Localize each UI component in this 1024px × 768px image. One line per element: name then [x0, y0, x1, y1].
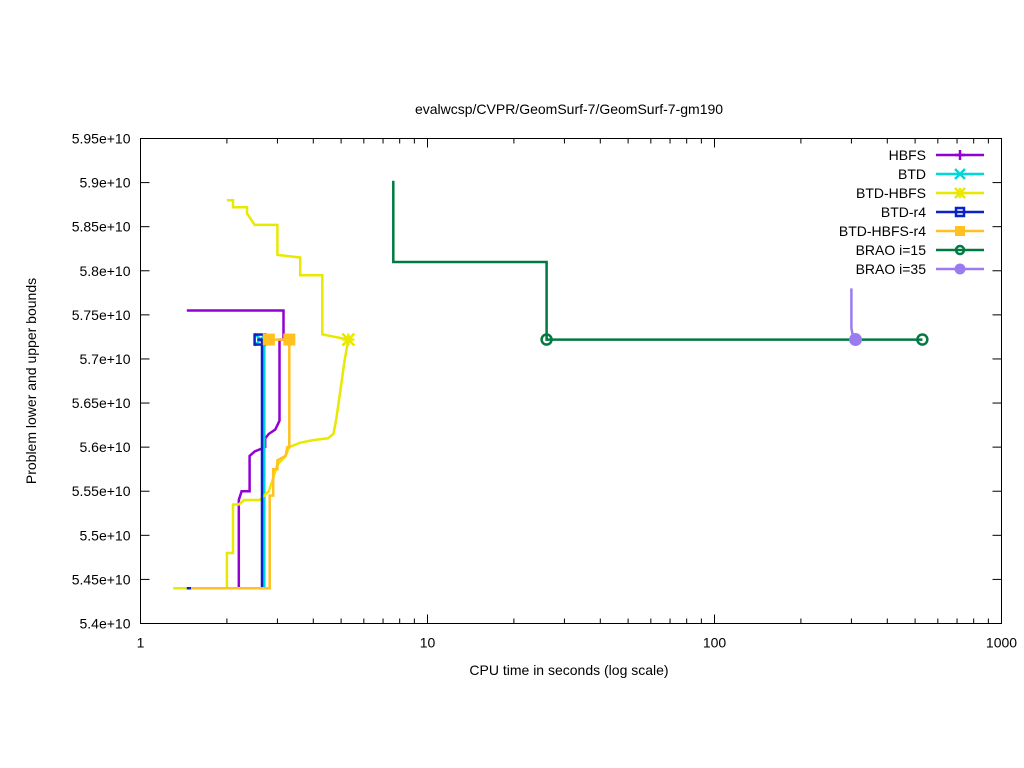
y-axis: 5.4e+10 5.45e+10 5.5e+10 5.55e+10 5.6e+10 5.6… — [72, 131, 1002, 632]
x-axis: 1 10 100 1000 — [137, 138, 1017, 651]
plot-frame — [140, 138, 1002, 624]
series-btd-r4 — [186, 333, 266, 590]
x-tick-label: 10 — [420, 635, 436, 651]
series-line — [850, 288, 856, 341]
y-tick-label: 5.55e+10 — [72, 483, 131, 499]
series-line — [173, 198, 350, 590]
series-brao-i-35 — [849, 288, 863, 347]
legend-label: BRAO i=15 — [856, 242, 927, 258]
legend-label: HBFS — [889, 147, 926, 163]
series-btd-hbfs — [173, 198, 356, 590]
marker-shape — [955, 226, 965, 236]
series-marker — [283, 333, 296, 346]
y-tick-label: 5.9e+10 — [80, 175, 131, 191]
marker-shape — [954, 244, 966, 256]
x-axis-label: CPU time in seconds (log scale) — [469, 662, 668, 678]
y-tick-label: 5.6e+10 — [80, 439, 131, 455]
series-marker — [341, 332, 356, 347]
y-tick-label: 5.7e+10 — [80, 351, 131, 367]
marker-shape — [954, 263, 966, 275]
marker-shape — [283, 333, 296, 346]
marker-shape — [954, 206, 966, 218]
y-tick-label: 5.5e+10 — [80, 527, 131, 543]
y-tick-label: 5.95e+10 — [72, 131, 131, 147]
legend: HBFS BTD BTD-HBFS BTD-r4 BTD-HBFS-r4 BRAO i=1… — [839, 147, 984, 277]
series-marker — [262, 333, 275, 346]
series-line — [186, 338, 266, 590]
y-tick-label: 5.8e+10 — [80, 263, 131, 279]
y-tick-label: 5.4e+10 — [80, 616, 131, 632]
series-marker — [954, 206, 966, 218]
legend-label: BRAO i=35 — [856, 261, 927, 277]
series-marker — [916, 333, 929, 346]
y-tick-label: 5.65e+10 — [72, 395, 131, 411]
marker-shape — [262, 333, 275, 346]
series-marker — [955, 226, 965, 236]
legend-label: BTD — [898, 166, 926, 182]
series-marker — [954, 263, 966, 275]
marker-shape — [849, 333, 863, 347]
x-tick-label: 1000 — [986, 635, 1017, 651]
series-marker — [954, 244, 966, 256]
y-tick-label: 5.75e+10 — [72, 307, 131, 323]
series-btd — [186, 332, 268, 590]
series-marker — [849, 333, 863, 347]
chart-title: evalwcsp/CVPR/GeomSurf-7/GeomSurf-7-gm19… — [415, 101, 723, 117]
marker-shape — [540, 333, 553, 346]
legend-label: BTD-HBFS-r4 — [839, 223, 926, 239]
series-marker — [540, 333, 553, 346]
x-tick-label: 1 — [137, 635, 145, 651]
series-line — [392, 180, 923, 341]
legend-label: BTD-HBFS — [856, 185, 926, 201]
y-tick-label: 5.45e+10 — [72, 571, 131, 587]
marker-shape — [916, 333, 929, 346]
series-line — [191, 338, 291, 590]
marker-stroke — [954, 168, 966, 180]
y-tick-label: 5.85e+10 — [72, 219, 131, 235]
series-brao-i-15 — [392, 180, 929, 346]
y-axis-label: Problem lower and upper bounds — [23, 278, 39, 484]
x-tick-label: 100 — [703, 635, 727, 651]
series-marker — [954, 168, 966, 180]
legend-label: BTD-r4 — [881, 204, 926, 220]
plot-series — [173, 180, 929, 590]
series-btd-hbfs-r4 — [191, 333, 296, 590]
series-marker — [954, 187, 966, 199]
series-marker — [955, 150, 965, 160]
